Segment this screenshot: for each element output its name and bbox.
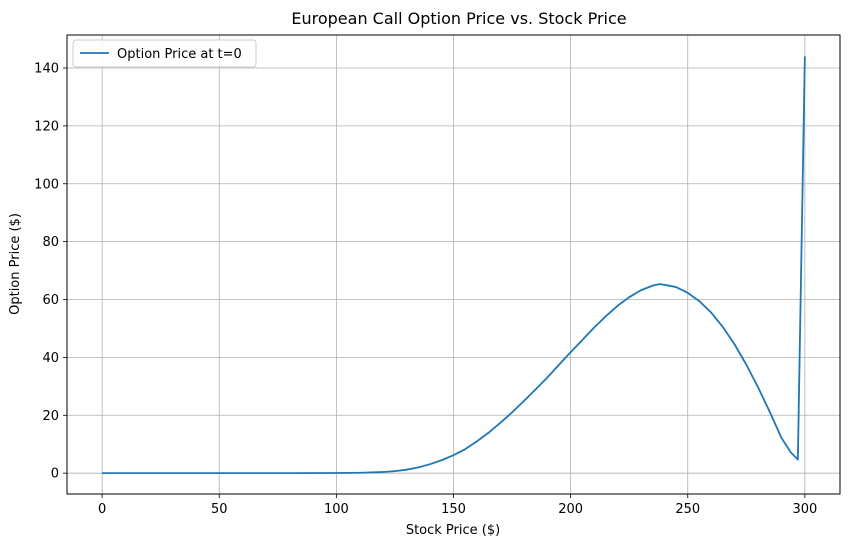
y-tick-label: 0 bbox=[51, 467, 59, 482]
series-line bbox=[102, 56, 806, 475]
y-tick-label: 80 bbox=[42, 235, 59, 250]
x-tick-label: 150 bbox=[441, 502, 466, 517]
x-axis-ticks: 0 50 100 150 200 250 300 bbox=[98, 494, 817, 517]
y-tick-label: 40 bbox=[42, 351, 59, 366]
y-tick-label: 140 bbox=[34, 61, 59, 76]
y-tick-label: 20 bbox=[42, 409, 59, 424]
legend-box bbox=[72, 39, 257, 68]
x-tick-label: 50 bbox=[211, 502, 228, 517]
x-tick-label: 300 bbox=[792, 502, 817, 517]
x-tick-label: 200 bbox=[558, 502, 583, 517]
grid bbox=[67, 35, 840, 494]
x-tick-label: 100 bbox=[324, 502, 349, 517]
legend: Option Price at t=0 bbox=[72, 39, 257, 68]
y-tick-label: 60 bbox=[42, 293, 59, 308]
series-layer bbox=[102, 56, 806, 475]
legend-label: Option Price at t=0 bbox=[117, 47, 242, 62]
y-axis-label: Option Price ($) bbox=[8, 213, 23, 315]
x-tick-label: 250 bbox=[675, 502, 700, 517]
y-tick-label: 120 bbox=[34, 119, 59, 134]
y-axis-ticks: 0 20 40 60 80 100 120 140 bbox=[34, 61, 67, 482]
y-tick-label: 100 bbox=[34, 177, 59, 192]
x-axis-label: Stock Price ($) bbox=[406, 523, 500, 538]
chart-title: European Call Option Price vs. Stock Pri… bbox=[291, 9, 626, 28]
x-tick-label: 0 bbox=[98, 502, 106, 517]
